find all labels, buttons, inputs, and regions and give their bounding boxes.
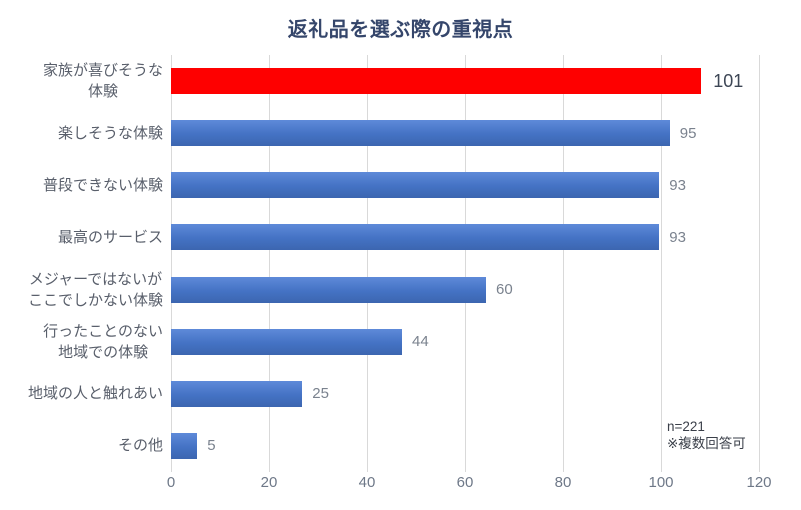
bar (171, 276, 486, 303)
category-label: 地域の人と触れあい (27, 385, 163, 403)
category-cell: メジャーではないが ここでしかない体験 (0, 269, 168, 311)
chart-note: n=221 ※複数回答可 (667, 418, 746, 452)
bar-row: 楽しそうな体験 95 (0, 107, 801, 159)
bar-row: 最高のサービス 93 (0, 211, 801, 263)
bar (171, 224, 660, 251)
bar-row: その他 5 (0, 420, 801, 472)
gridline (661, 55, 662, 472)
category-label: 最高のサービス (57, 228, 163, 246)
bar-track: 5 (171, 420, 801, 472)
category-cell: 地域の人と触れあい (0, 383, 168, 404)
category-label: 普段できない体験 (42, 176, 163, 194)
x-tick-label: 80 (554, 474, 572, 491)
bar-highlighted (171, 68, 702, 95)
bar (171, 120, 670, 147)
value-label: 93 (669, 228, 686, 246)
bar-track: 25 (171, 368, 801, 420)
bar (171, 380, 303, 407)
category-label: その他 (117, 437, 163, 455)
x-tick-label: 40 (358, 474, 376, 491)
gridline (367, 55, 368, 472)
category-label: メジャーではないが ここでしかない体験 (27, 270, 163, 309)
value-label: 101 (713, 70, 744, 91)
category-label: 家族が喜びそうな 体験 (42, 62, 163, 101)
bar-track: 93 (171, 159, 801, 211)
x-axis: 0 20 40 60 80 100 120 (0, 474, 801, 494)
category-cell: 家族が喜びそうな 体験 (0, 60, 168, 102)
bar-row: 地域の人と触れあい 25 (0, 368, 801, 420)
x-tick-label: 120 (746, 474, 772, 491)
x-tick-label: 0 (166, 474, 176, 491)
bar-track: 93 (171, 211, 801, 263)
gridline (465, 55, 466, 472)
bar-row: 家族が喜びそうな 体験 101 (0, 55, 801, 107)
value-label: 95 (679, 124, 697, 142)
x-tick-label: 20 (260, 474, 278, 491)
chart-title: 返礼品を選ぶ際の重視点 (287, 19, 514, 41)
category-cell: 普段できない体験 (0, 175, 168, 196)
x-tick-label: 100 (648, 474, 674, 491)
value-label: 25 (312, 385, 329, 403)
value-label: 60 (496, 281, 513, 299)
gridline (269, 55, 270, 472)
bar (171, 432, 198, 459)
bar-track: 60 (171, 264, 801, 316)
bar-track: 95 (171, 107, 801, 159)
bar-track: 44 (171, 316, 801, 368)
value-label: 93 (669, 176, 686, 194)
bar-row: 普段できない体験 93 (0, 159, 801, 211)
gridline (171, 55, 172, 472)
bar (171, 328, 402, 355)
value-label: 5 (207, 437, 216, 455)
bar-rows: 家族が喜びそうな 体験 101 楽しそうな体験 95 普段できない体験 93 最高のサービス… (0, 55, 801, 472)
category-cell: 最高のサービス (0, 227, 168, 248)
category-cell: 行ったことのない 地域での体験 (0, 321, 168, 363)
x-tick-label: 60 (456, 474, 474, 491)
gridline (759, 55, 760, 472)
bar (171, 172, 660, 199)
category-cell: その他 (0, 435, 168, 456)
category-label: 楽しそうな体験 (57, 124, 163, 142)
bar-row: 行ったことのない 地域での体験 44 (0, 316, 801, 368)
bar-track: 101 (171, 55, 801, 107)
category-cell: 楽しそうな体験 (0, 123, 168, 144)
bar-row: メジャーではないが ここでしかない体験 60 (0, 264, 801, 316)
gridline-layer (171, 55, 760, 472)
value-label: 44 (412, 333, 429, 351)
note-sample-size: n=221 (667, 419, 705, 434)
category-label: 行ったことのない 地域での体験 (43, 322, 163, 361)
note-multiple-answers: ※複数回答可 (667, 436, 746, 451)
gridline (563, 55, 564, 472)
